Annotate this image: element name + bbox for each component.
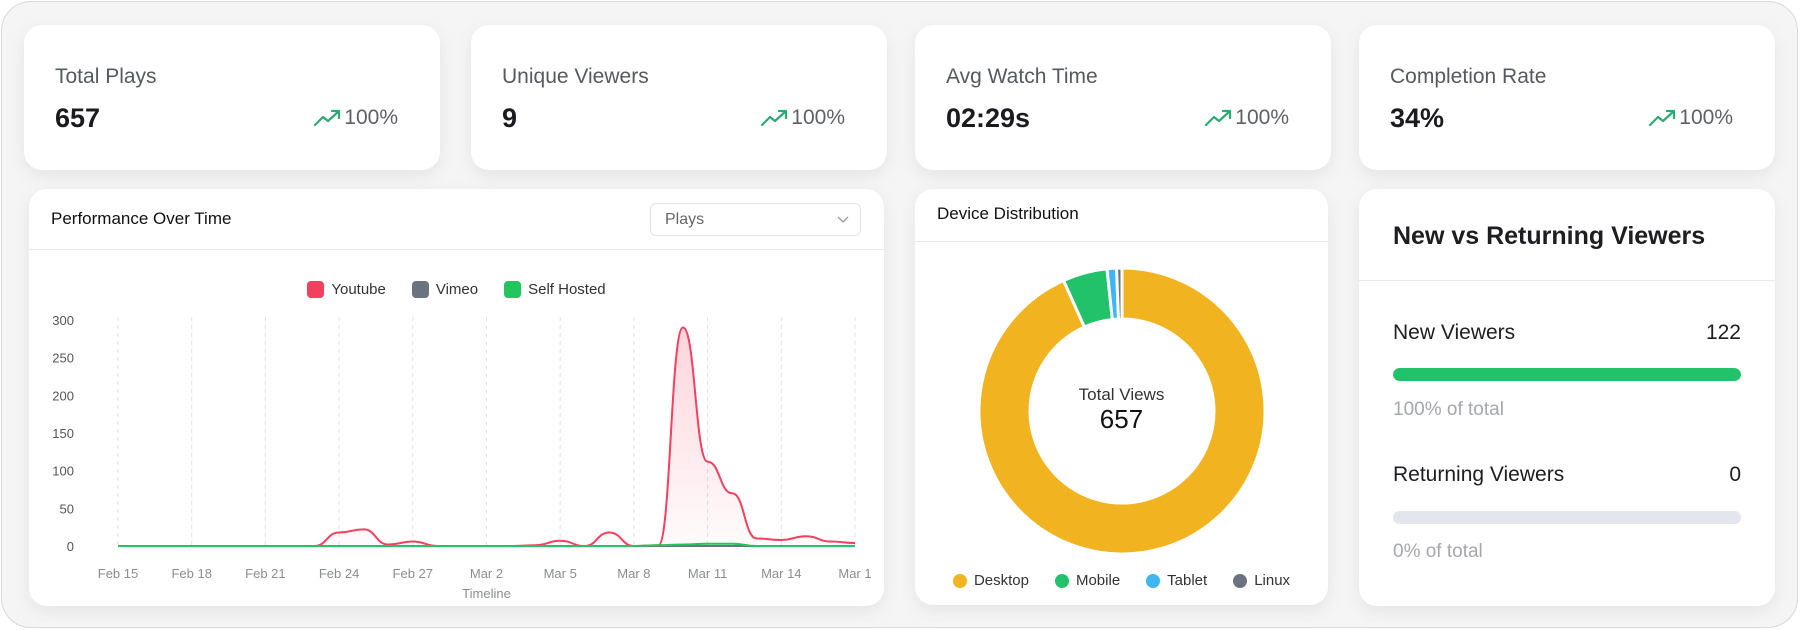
- y-tick-label: 0: [67, 539, 74, 554]
- device-title: Device Distribution: [937, 204, 1079, 223]
- legend-swatch: [307, 281, 325, 298]
- trending-up-icon: [1649, 109, 1676, 127]
- new-viewers-progress: [1393, 368, 1741, 381]
- stat-trend-value: 100%: [344, 106, 398, 129]
- new-viewers-progress-fill: [1393, 368, 1741, 381]
- stat-trend: 100%: [761, 106, 845, 130]
- x-tick-label: Feb 18: [171, 566, 211, 581]
- stat-card: Avg Watch Time 02:29s 100%: [915, 25, 1331, 170]
- stat-value: 02:29s: [946, 103, 1031, 133]
- stat-value: 34%: [1390, 103, 1445, 133]
- stat-trend: 100%: [1205, 106, 1289, 130]
- stat-label: Avg Watch Time: [946, 65, 1098, 88]
- x-tick-label: Feb 27: [393, 566, 433, 581]
- legend-item[interactable]: Self Hosted: [504, 281, 606, 298]
- y-tick-label: 250: [52, 351, 74, 366]
- new-viewers-label: New Viewers: [1393, 321, 1516, 344]
- performance-card: Performance Over Time Plays Youtube Vimeo…: [29, 189, 884, 606]
- legend-dot: [952, 573, 967, 588]
- stat-label: Unique Viewers: [502, 65, 649, 88]
- chart-legend: Youtube Vimeo Self Hosted: [29, 281, 884, 298]
- legend-swatch: [504, 281, 522, 298]
- legend-item[interactable]: Mobile: [1054, 572, 1121, 589]
- legend-label: Linux: [1254, 572, 1291, 589]
- y-tick-label: 100: [52, 464, 74, 479]
- trending-up-icon: [314, 109, 341, 127]
- stat-label: Total Plays: [55, 65, 157, 88]
- donut-slice-linux[interactable]: [1114, 266, 1124, 321]
- legend-item[interactable]: Vimeo: [411, 281, 479, 298]
- performance-chart: Feb 15 Feb 18 Feb 21 Feb 24 Feb 27 Mar 2 Mar 5…: [52, 313, 871, 601]
- legend-item[interactable]: Linux: [1233, 572, 1290, 589]
- stat-trend-value: 100%: [1235, 106, 1289, 129]
- donut-center-label: Total Views: [1078, 385, 1165, 404]
- stat-trend-value: 100%: [1679, 106, 1733, 129]
- legend-label: Mobile: [1075, 572, 1121, 589]
- x-axis-title: Timeline: [462, 586, 511, 601]
- device-donut-chart: [977, 266, 1267, 556]
- stat-card: Unique Viewers 9 100%: [471, 25, 887, 170]
- stat-trend: 100%: [314, 106, 398, 130]
- x-tick-label: Feb 24: [319, 566, 359, 581]
- viewers-header: New vs Returning Viewers: [1359, 189, 1775, 281]
- stat-card: Completion Rate 34% 100%: [1359, 25, 1775, 170]
- x-tick-label: Mar 8: [617, 566, 650, 581]
- x-tick-label: Feb 15: [98, 566, 138, 581]
- legend-item[interactable]: Youtube: [307, 281, 386, 298]
- donut-slice-desktop[interactable]: [977, 266, 1267, 556]
- returning-viewers-progress: [1393, 511, 1741, 524]
- x-tick-label: Mar 2: [470, 566, 503, 581]
- viewers-title: New vs Returning Viewers: [1393, 222, 1706, 250]
- x-tick-label: Mar 1: [838, 566, 871, 581]
- legend-dot: [1146, 573, 1161, 588]
- legend-label: Vimeo: [435, 281, 479, 298]
- y-tick-label: 150: [52, 426, 74, 441]
- chevron-down-icon: [837, 216, 849, 223]
- legend-label: Tablet: [1167, 572, 1208, 589]
- legend-dot: [1054, 573, 1069, 588]
- legend-label: Youtube: [331, 281, 386, 298]
- stat-card: Total Plays 657 100%: [24, 25, 440, 170]
- metric-select-value: Plays: [665, 210, 705, 228]
- x-tick-label: Feb 21: [245, 566, 285, 581]
- self-hosted-line: [118, 542, 855, 547]
- stat-trend: 100%: [1649, 106, 1733, 130]
- trending-up-icon: [761, 109, 788, 127]
- y-tick-label: 300: [52, 313, 74, 328]
- trending-up-icon: [1205, 109, 1232, 127]
- viewers-card: New vs Returning Viewers New Viewers 122…: [1359, 189, 1775, 606]
- stat-trend-value: 100%: [791, 106, 845, 129]
- legend-label: Desktop: [973, 572, 1029, 589]
- performance-header: Performance Over Time Plays: [29, 189, 884, 250]
- returning-viewers-value: 0: [1729, 463, 1741, 486]
- new-viewers-percent: 100% of total: [1393, 399, 1504, 420]
- returning-viewers-percent: 0% of total: [1393, 541, 1483, 562]
- stat-value: 9: [502, 103, 518, 133]
- performance-title: Performance Over Time: [51, 209, 232, 228]
- device-header: Device Distribution: [915, 189, 1328, 242]
- legend-item[interactable]: Tablet: [1146, 572, 1207, 589]
- x-tick-label: Mar 11: [688, 566, 728, 581]
- x-tick-label: Mar 5: [544, 566, 577, 581]
- returning-viewers-label: Returning Viewers: [1393, 463, 1565, 486]
- legend-swatch: [411, 281, 429, 298]
- y-tick-label: 200: [52, 388, 74, 403]
- new-viewers-value: 122: [1705, 321, 1741, 344]
- youtube-area: [118, 327, 855, 546]
- device-card: Device Distribution Total Views 657 Desk…: [915, 189, 1328, 605]
- legend-label: Self Hosted: [528, 281, 606, 298]
- stat-label: Completion Rate: [1390, 65, 1547, 88]
- metric-select[interactable]: Plays: [650, 203, 861, 236]
- legend-dot: [1233, 573, 1248, 588]
- device-legend: Desktop Mobile Tablet Linux: [915, 572, 1328, 589]
- y-tick-label: 50: [60, 501, 74, 516]
- legend-item[interactable]: Desktop: [952, 572, 1029, 589]
- stat-value: 657: [55, 103, 101, 133]
- donut-center-value: 657: [1099, 404, 1144, 434]
- x-tick-label: Mar 14: [761, 566, 801, 581]
